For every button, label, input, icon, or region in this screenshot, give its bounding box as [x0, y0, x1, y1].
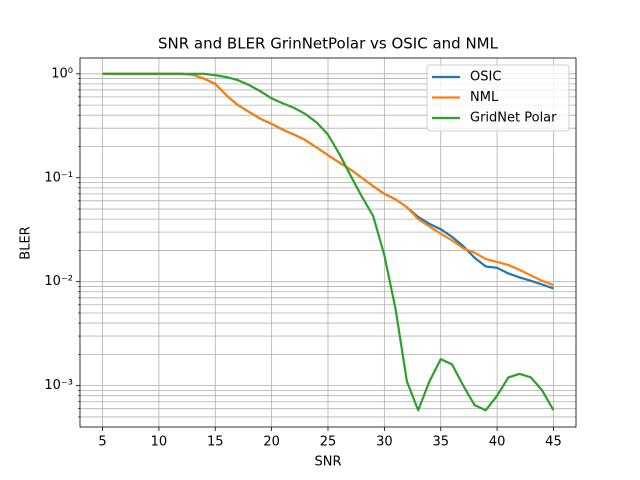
legend-box — [426, 64, 570, 132]
plot-frame — [79, 57, 577, 428]
y-axis-label: BLER — [19, 226, 34, 259]
series-line — [102, 72, 555, 412]
y-tick-label: 10⁻³ — [44, 378, 73, 393]
x-tick-label: 20 — [263, 435, 280, 450]
legend-label: NML — [470, 90, 499, 105]
x-axis-label: SNR — [314, 455, 341, 470]
x-tick-label: 25 — [320, 435, 337, 450]
y-tick-label: 10⁻² — [44, 274, 73, 289]
x-tick-label: 30 — [376, 435, 393, 450]
x-tick-label: 10 — [151, 435, 168, 450]
legend-label: GridNet Polar — [470, 111, 557, 126]
x-tick-label: 40 — [489, 435, 506, 450]
x-tick-label: 35 — [432, 435, 449, 450]
legend-label: OSIC — [470, 70, 501, 85]
y-tick-label: 10⁰ — [51, 66, 73, 81]
x-tick-label: 15 — [207, 435, 224, 450]
x-tick-label: 45 — [545, 435, 562, 450]
chart-title: SNR and BLER GrinNetPolar vs OSIC and NM… — [158, 35, 499, 53]
y-tick-label: 10⁻¹ — [44, 170, 73, 185]
x-tick-label: 5 — [98, 435, 106, 450]
